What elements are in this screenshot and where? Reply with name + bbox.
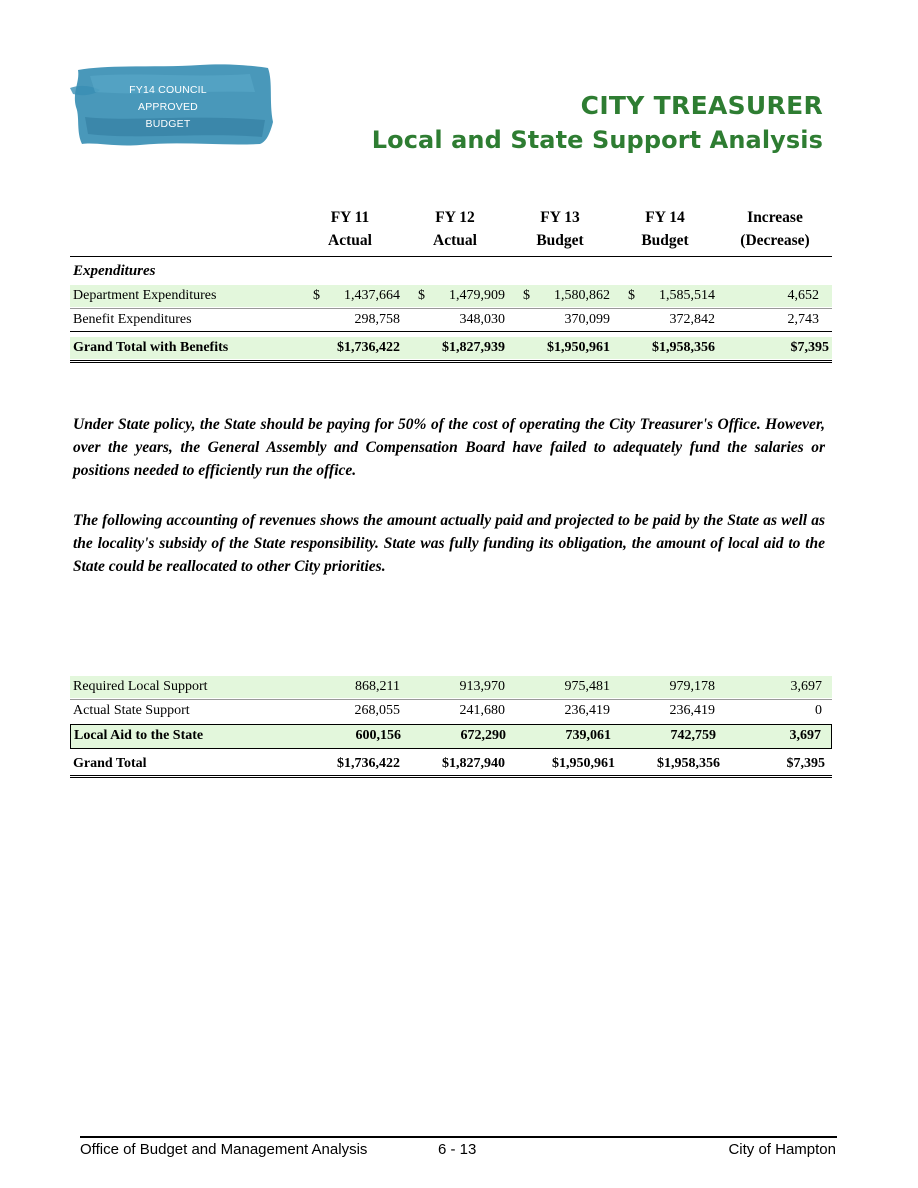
header-rule (70, 256, 832, 257)
cell-value: $1,950,961 (552, 756, 615, 771)
cell-value: 600,156 (355, 728, 402, 743)
column-header: FY 13 Budget (510, 206, 610, 254)
cell-value: 236,419 (669, 703, 716, 718)
row-label: Actual State Support (73, 703, 190, 718)
cell-value: 241,680 (459, 703, 506, 718)
cell-value: 236,419 (564, 703, 611, 718)
row-label: Grand Total (73, 756, 147, 771)
page-subtitle: Local and State Support Analysis (371, 126, 823, 154)
cell-value: $7,395 (786, 756, 826, 771)
column-header-year: FY 13 (540, 209, 580, 226)
cell-value: 2,743 (787, 312, 820, 327)
cell-value: 739,061 (565, 728, 612, 743)
cell-value: 1,437,664 (344, 288, 400, 303)
column-header: FY 12 Actual (405, 206, 505, 254)
table-row: Department Expenditures $ $ $ $ 1,437,66… (70, 285, 832, 307)
column-header-type: Actual (328, 232, 372, 249)
cell-value: $1,958,356 (657, 756, 720, 771)
cell-value: 979,178 (669, 679, 716, 694)
cell-value: 370,099 (564, 312, 611, 327)
footer-right: City of Hampton (728, 1141, 836, 1158)
cell-value: $1,827,940 (442, 756, 505, 771)
cell-value: 1,580,862 (554, 288, 610, 303)
column-header: FY 14 Budget (615, 206, 715, 254)
cell-value: 1,585,514 (659, 288, 715, 303)
double-rule (70, 360, 832, 365)
double-rule (70, 775, 832, 780)
cell-value: 3,697 (789, 728, 822, 743)
cell-value: 1,479,909 (449, 288, 505, 303)
table-row: Actual State Support 268,055 241,680 236… (70, 700, 832, 722)
column-header-year: Increase (747, 209, 803, 226)
budget-badge: FY14 COUNCIL APPROVED BUDGET (70, 62, 275, 147)
cell-value: $1,736,422 (337, 756, 400, 771)
cell-value: 372,842 (669, 312, 716, 327)
column-header-year: FY 14 (645, 209, 685, 226)
page-title-block: CITY TREASURER Local and State Support A… (372, 90, 823, 158)
cell-value: 348,030 (459, 312, 506, 327)
column-header-type: (Decrease) (740, 232, 810, 249)
local-aid-row: Local Aid to the State 600,156 672,290 7… (70, 724, 832, 749)
badge-line: APPROVED (138, 101, 198, 113)
footer-rule (80, 1136, 837, 1138)
page-number: 6 - 13 (438, 1141, 477, 1158)
row-divider (70, 308, 832, 309)
footer-left: Office of Budget and Management Analysis (80, 1141, 368, 1158)
badge-text: FY14 COUNCIL APPROVED BUDGET (108, 82, 228, 133)
cell-value: 268,055 (354, 703, 401, 718)
policy-paragraph: Under State policy, the State should be … (73, 416, 825, 479)
currency-symbol: $ (418, 288, 425, 303)
currency-symbol: $ (523, 288, 530, 303)
column-header: Increase (Decrease) (722, 206, 828, 254)
table-row: Benefit Expenditures 298,758 348,030 370… (70, 309, 832, 331)
column-header-year: FY 12 (435, 209, 475, 226)
cell-value: 672,290 (460, 728, 507, 743)
cell-value: $1,827,939 (442, 340, 505, 355)
cell-value: 868,211 (355, 679, 400, 694)
cell-value: $1,950,961 (547, 340, 610, 355)
row-label: Required Local Support (73, 679, 208, 694)
expenditures-table: FY 11 Actual FY 12 Actual FY 13 Budget FY 1… (70, 206, 832, 386)
watercolor-badge-shape (70, 64, 273, 146)
support-table: Required Local Support 868,211 913,970 9… (70, 676, 832, 806)
cell-value: 742,759 (670, 728, 717, 743)
grand-total-row: Grand Total with Benefits $1,736,422 $1,… (70, 337, 832, 359)
table-row: Required Local Support 868,211 913,970 9… (70, 676, 832, 698)
row-label: Department Expenditures (73, 288, 217, 303)
row-divider (70, 331, 832, 332)
cell-value: 913,970 (459, 679, 506, 694)
cell-value: 4,652 (787, 288, 820, 303)
row-label: Local Aid to the State (74, 728, 204, 743)
row-label: Grand Total with Benefits (73, 340, 229, 355)
currency-symbol: $ (313, 288, 320, 303)
cell-value: $7,395 (790, 340, 830, 355)
cell-value: 0 (815, 703, 822, 718)
row-divider (70, 699, 832, 700)
section-label: Expenditures (73, 263, 156, 279)
cell-value: $1,736,422 (337, 340, 400, 355)
cell-value: 298,758 (354, 312, 401, 327)
column-header-type: Actual (433, 232, 477, 249)
row-label: Benefit Expenditures (73, 312, 192, 327)
column-header-type: Budget (641, 232, 689, 249)
cell-value: 975,481 (564, 679, 611, 694)
grand-total-row: Grand Total $1,736,422 $1,827,940 $1,950… (70, 753, 832, 775)
page-title: CITY TREASURER (580, 91, 823, 120)
column-header: FY 11 Actual (300, 206, 400, 254)
section-row: Expenditures (70, 260, 832, 282)
badge-line: BUDGET (145, 118, 191, 130)
badge-line: FY14 COUNCIL (129, 84, 207, 96)
currency-symbol: $ (628, 288, 635, 303)
column-header-year: FY 11 (330, 209, 370, 226)
column-header-type: Budget (536, 232, 584, 249)
cell-value: $1,958,356 (652, 340, 715, 355)
revenue-paragraph: The following accounting of revenues sho… (73, 512, 825, 575)
cell-value: 3,697 (790, 679, 823, 694)
